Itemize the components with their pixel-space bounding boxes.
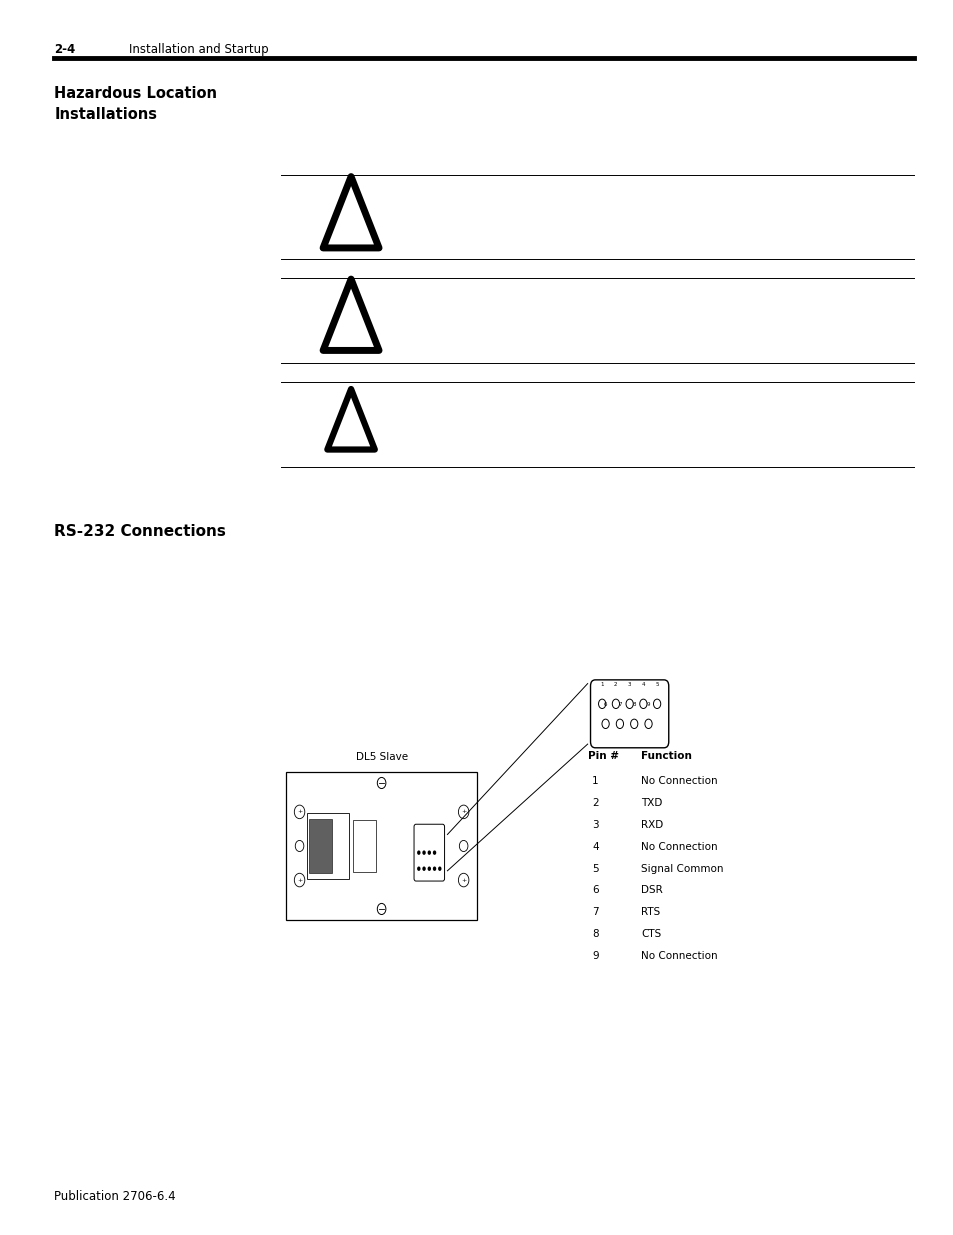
Text: CTS: CTS [640,930,660,940]
Text: Installation and Startup: Installation and Startup [129,43,268,57]
Text: +: + [460,878,466,883]
Circle shape [427,851,431,855]
Text: No Connection: No Connection [640,841,717,851]
Text: 4: 4 [641,682,644,687]
Text: 7: 7 [592,908,598,918]
Text: 1: 1 [592,776,598,785]
Text: Pin #: Pin # [587,751,618,761]
Text: 7: 7 [618,701,621,706]
Text: +: + [460,809,466,814]
Text: 3: 3 [627,682,631,687]
Text: 2: 2 [592,798,598,808]
Text: RTS: RTS [640,908,659,918]
Text: 5: 5 [592,863,598,873]
Text: TXD: TXD [640,798,661,808]
Text: Function: Function [640,751,691,761]
Text: 9: 9 [592,951,598,961]
Text: 2-4: 2-4 [54,43,75,57]
Text: 6: 6 [603,701,607,706]
Text: RS-232 Connections: RS-232 Connections [54,524,226,538]
Text: 8: 8 [632,701,636,706]
Circle shape [422,867,425,871]
Text: No Connection: No Connection [640,951,717,961]
Text: +: + [296,809,302,814]
Text: Publication 2706-6.4: Publication 2706-6.4 [54,1189,175,1203]
Circle shape [433,867,436,871]
Text: 8: 8 [592,930,598,940]
Text: 1: 1 [599,682,603,687]
Text: DSR: DSR [640,885,662,895]
Text: Signal Common: Signal Common [640,863,722,873]
Circle shape [437,867,441,871]
Circle shape [422,851,425,855]
Text: DL5 Slave: DL5 Slave [355,752,407,762]
FancyBboxPatch shape [309,819,332,873]
Circle shape [416,867,420,871]
Text: No Connection: No Connection [640,776,717,785]
Text: +: + [296,878,302,883]
Text: RXD: RXD [640,820,662,830]
Text: Hazardous Location
Installations: Hazardous Location Installations [54,86,217,122]
Circle shape [416,851,420,855]
Circle shape [427,867,431,871]
Circle shape [433,851,436,855]
Text: 4: 4 [592,841,598,851]
Text: 3: 3 [592,820,598,830]
Text: 2: 2 [614,682,617,687]
Text: 6: 6 [592,885,598,895]
Text: 9: 9 [646,701,650,706]
Text: 5: 5 [655,682,659,687]
